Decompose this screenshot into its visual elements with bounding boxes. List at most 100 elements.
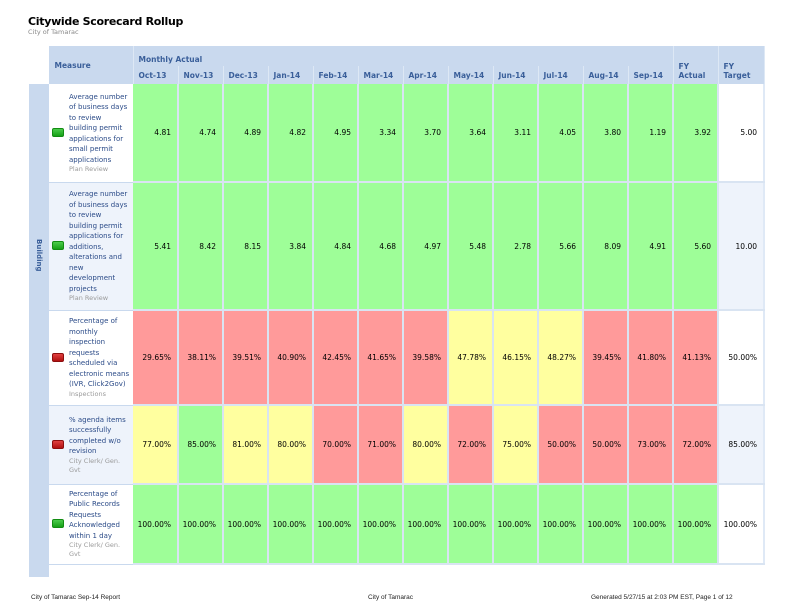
month-header: Nov-13 [178,66,224,84]
monthly-value-cell: 4.97 [403,182,449,311]
monthly-value-cell: 3.34 [358,84,404,183]
footer-center: City of Tamarac [368,594,414,601]
fy-actual-cell: 100.00% [673,484,720,565]
monthly-value-cell: 81.00% [223,405,269,485]
measure-name[interactable]: Percentage of monthly inspection request… [69,317,130,389]
month-header: Jan-14 [268,66,314,84]
monthly-value-cell: 3.64 [448,84,494,183]
monthly-value-cell: 39.45% [583,310,629,406]
monthly-value-cell: 80.00% [403,405,449,485]
measure-cell: Percentage of monthly inspection request… [49,310,133,406]
monthly-value-cell: 47.78% [448,310,494,406]
month-header: Jul-14 [538,66,584,84]
footer-left: City of Tamarac Sep-14 Report [31,594,121,601]
month-header: Apr-14 [403,66,449,84]
measure-department: Plan Review [69,294,109,302]
monthly-value-cell: 4.91 [628,182,675,311]
month-header: Feb-14 [313,66,359,84]
status-red-icon [52,439,64,449]
monthly-value-cell: 50.00% [583,405,629,485]
status-red-icon [52,352,64,362]
month-header: Jun-14 [493,66,539,84]
monthly-value-cell: 4.81 [133,84,179,183]
monthly-value-cell: 41.80% [628,310,675,406]
table-row: Building Average number of business days … [29,84,766,577]
category-label: Building [35,239,43,272]
month-header: Dec-13 [223,66,269,84]
fy-target-cell: 10.00 [718,182,766,311]
monthly-value-cell: 100.00% [358,484,404,565]
measure-name[interactable]: % agenda items successfully completed w/… [69,415,126,456]
fy-actual-cell: 41.13% [673,310,720,406]
monthly-value-cell: 3.80 [583,84,629,183]
fy-target-cell: 85.00% [718,405,766,485]
report-subtitle: City of Tamarac [28,28,79,36]
monthly-actual-header: Monthly Actual [133,46,674,66]
monthly-value-cell: 4.82 [268,84,314,183]
status-green-icon [52,519,64,528]
category-cell: Building [29,84,49,577]
monthly-value-cell: 100.00% [448,484,494,565]
monthly-value-cell: 8.15 [223,182,269,311]
monthly-value-cell: 80.00% [268,405,314,485]
monthly-value-cell: 41.65% [358,310,404,406]
monthly-value-cell: 100.00% [223,484,269,565]
monthly-value-cell: 100.00% [583,484,629,565]
fy-actual-header: FY Actual [673,46,719,84]
monthly-value-cell: 2.78 [493,182,539,311]
monthly-value-cell: 75.00% [493,405,539,485]
monthly-value-cell: 4.05 [538,84,584,183]
monthly-value-cell: 5.48 [448,182,494,311]
table-spacer-row [29,564,765,577]
monthly-value-cell: 5.41 [133,182,179,311]
monthly-value-cell: 100.00% [628,484,675,565]
measure-cell: Average number of business days to revie… [49,84,133,183]
table-row: % agenda items successfully completed w/… [29,405,766,485]
monthly-value-cell: 71.00% [358,405,404,485]
report-title: Citywide Scorecard Rollup [28,15,184,28]
month-header: Sep-14 [628,66,674,84]
month-header: May-14 [448,66,494,84]
fy-target-header: FY Target [718,46,765,84]
monthly-value-cell: 29.65% [133,310,179,406]
status-green-icon [52,127,64,137]
monthly-value-cell: 85.00% [178,405,224,485]
measure-name[interactable]: Percentage of Public Records Requests Ac… [69,489,120,540]
monthly-value-cell: 3.84 [268,182,314,311]
monthly-value-cell: 100.00% [493,484,539,565]
fy-target-cell: 100.00% [718,484,766,565]
table-row: Percentage of Public Records Requests Ac… [29,484,766,565]
table-row: Percentage of monthly inspection request… [29,310,766,406]
monthly-value-cell: 100.00% [268,484,314,565]
monthly-value-cell: 4.95 [313,84,359,183]
monthly-value-cell: 77.00% [133,405,179,485]
measure-name[interactable]: Average number of business days to revie… [69,190,128,293]
measure-department: City Clerk/ Gen. Gvt [69,456,121,474]
monthly-value-cell: 4.68 [358,182,404,311]
measure-cell: Average number of business days to revie… [49,182,133,311]
monthly-value-cell: 70.00% [313,405,359,485]
footer-right: Generated 5/27/15 at 2:03 PM EST, Page 1… [591,594,733,601]
monthly-value-cell: 50.00% [538,405,584,485]
monthly-value-cell: 8.09 [583,182,629,311]
fy-actual-cell: 5.60 [673,182,720,311]
monthly-value-cell: 100.00% [403,484,449,565]
status-green-icon [52,241,64,250]
month-header: Oct-13 [133,66,179,84]
measure-department: City Clerk/ Gen. Gvt [69,541,121,559]
fy-target-cell: 50.00% [718,310,766,406]
monthly-value-cell: 100.00% [538,484,584,565]
monthly-value-cell: 39.58% [403,310,449,406]
fy-actual-cell: 72.00% [673,405,720,485]
monthly-value-cell: 38.11% [178,310,224,406]
monthly-value-cell: 5.66 [538,182,584,311]
month-header: Mar-14 [358,66,404,84]
monthly-value-cell: 39.51% [223,310,269,406]
measure-name[interactable]: Average number of business days to revie… [69,92,128,164]
fy-actual-cell: 3.92 [673,84,720,183]
monthly-value-cell: 4.89 [223,84,269,183]
measure-cell: Percentage of Public Records Requests Ac… [49,484,133,565]
measure-department: Inspections [69,389,106,398]
monthly-value-cell: 72.00% [448,405,494,485]
monthly-value-cell: 100.00% [313,484,359,565]
